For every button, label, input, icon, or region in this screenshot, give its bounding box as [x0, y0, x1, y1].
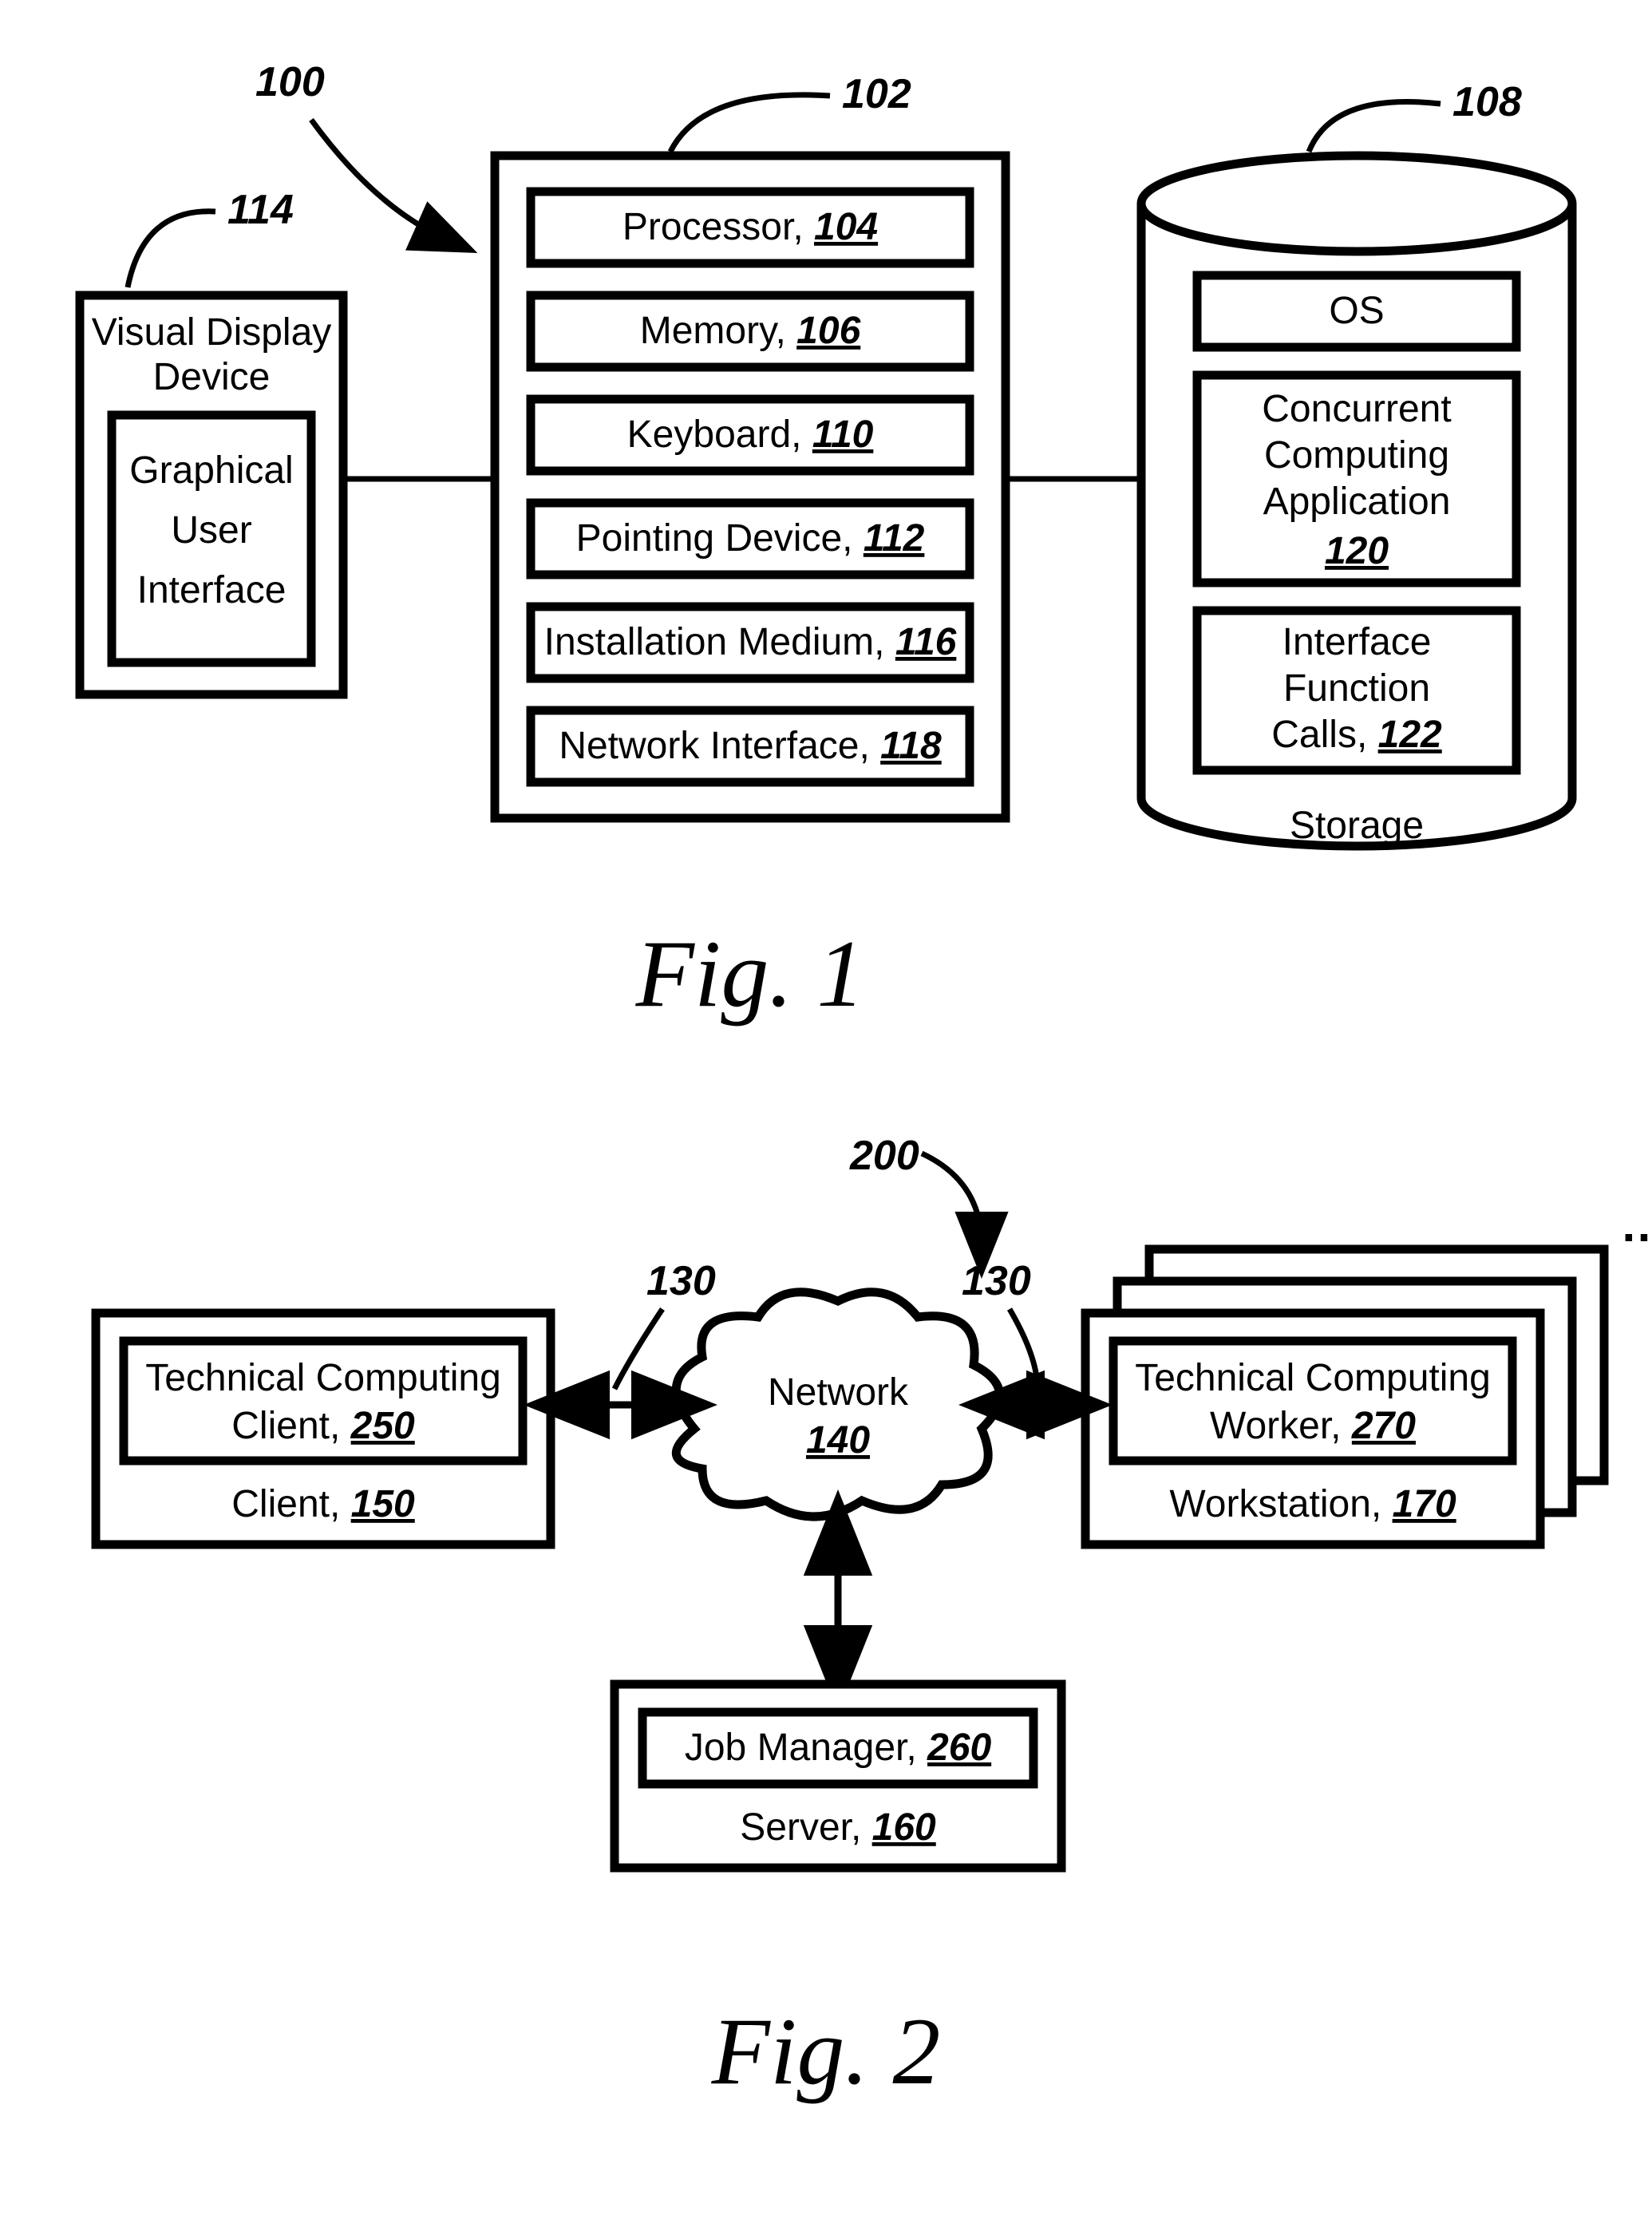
- ref-200-arrow: [922, 1153, 982, 1245]
- ref-100: 100: [255, 59, 325, 105]
- worker-outer-num: 170: [1393, 1483, 1456, 1525]
- svg-text:Pointing Device, 112: Pointing Device, 112: [576, 517, 925, 560]
- ref-100-arrow: [311, 120, 447, 239]
- client-outer-num: 150: [351, 1483, 415, 1525]
- svg-text:Job Manager, 260: Job Manager, 260: [685, 1727, 992, 1769]
- svg-text:Keyboard, 110: Keyboard, 110: [627, 413, 874, 456]
- svg-text:Memory, 106: Memory, 106: [640, 310, 861, 352]
- display-block: Visual Display Device Graphical User Int…: [80, 295, 343, 694]
- storage-item-1-l0: Concurrent: [1262, 388, 1451, 430]
- svg-text:Client, 150: Client, 150: [231, 1483, 415, 1525]
- ref-114-leader: [128, 212, 215, 287]
- svg-text:Worker, 270: Worker, 270: [1210, 1405, 1416, 1447]
- server-inner-num: 260: [927, 1727, 991, 1769]
- computer-item-4-label: Installation Medium,: [544, 621, 895, 663]
- ref-102-leader: [670, 95, 830, 152]
- computer-item-4: Installation Medium, 116: [531, 607, 970, 678]
- svg-text:Installation Medium, 116: Installation Medium, 116: [544, 621, 957, 663]
- server-outer-num: 160: [872, 1806, 936, 1849]
- ref-130-left: 130: [646, 1258, 716, 1304]
- ref-108: 108: [1452, 79, 1522, 125]
- client-block: Technical Computing Client, 250 Client, …: [96, 1313, 551, 1545]
- computer-item-2: Keyboard, 110: [531, 399, 970, 471]
- svg-text:Client, 250: Client, 250: [231, 1405, 415, 1447]
- storage-item-2-l0: Interface: [1282, 621, 1432, 663]
- network-cloud: Network 140: [676, 1292, 999, 1517]
- client-outer-label: Client,: [231, 1483, 350, 1525]
- storage-item-0-l0: OS: [1329, 290, 1384, 332]
- ref-108-leader: [1309, 102, 1441, 152]
- computer-item-5-label: Network Interface,: [559, 725, 880, 767]
- storage-caption: Storage: [1290, 805, 1424, 847]
- worker-inner-num: 270: [1351, 1405, 1416, 1447]
- gui-l1: Graphical: [129, 449, 293, 492]
- worker-inner-l2: Worker,: [1210, 1405, 1352, 1447]
- fig1-caption: Fig. 1: [635, 920, 865, 1026]
- storage-item-1-num: 120: [1325, 530, 1389, 572]
- computer-block: Processor, 104 Memory, 106 Keyboard, 110…: [495, 156, 1006, 818]
- fig2-caption: Fig. 2: [711, 1998, 941, 2104]
- computer-item-2-num: 110: [812, 413, 874, 456]
- computer-item-0-num: 104: [814, 206, 878, 248]
- ref-114: 114: [227, 187, 294, 233]
- computer-item-1: Memory, 106: [531, 295, 970, 367]
- computer-item-3: Pointing Device, 112: [531, 503, 970, 575]
- svg-text:Network Interface, 118: Network Interface, 118: [559, 725, 942, 767]
- svg-text:Workstation, 170: Workstation, 170: [1169, 1483, 1456, 1525]
- svg-text:Calls, 122: Calls, 122: [1271, 714, 1442, 756]
- storage-item-2-l1: Function: [1283, 667, 1430, 710]
- computer-item-5-num: 118: [880, 725, 942, 767]
- computer-item-0-label: Processor,: [622, 206, 814, 248]
- diagram-canvas: 100 102 108 114 Visual Display Device Gr…: [0, 0, 1652, 2227]
- computer-item-5: Network Interface, 118: [531, 710, 970, 782]
- worker-block: Technical Computing Worker, 270 Workstat…: [1085, 1313, 1540, 1545]
- ref-200: 200: [849, 1133, 919, 1179]
- ref-102: 102: [842, 71, 911, 117]
- gui-l3: Interface: [137, 569, 287, 611]
- storage-block: Storage OS Concurrent Computing Applicat…: [1141, 156, 1572, 847]
- storage-item-1-l1: Computing: [1264, 434, 1449, 477]
- network-label: Network: [768, 1371, 909, 1414]
- gui-l2: User: [171, 509, 251, 552]
- computer-item-2-label: Keyboard,: [627, 413, 812, 456]
- figure-2: 200 … Technical Computing Worker, 270 Wo…: [96, 1133, 1652, 2104]
- computer-item-0: Processor, 104: [531, 192, 970, 263]
- computer-item-3-num: 112: [864, 517, 925, 560]
- storage-item-1-l2: Application: [1263, 481, 1451, 523]
- network-num: 140: [806, 1419, 870, 1462]
- worker-ellipsis: …: [1620, 1198, 1652, 1252]
- ref-130-right: 130: [962, 1258, 1031, 1304]
- client-inner-l2: Client,: [231, 1405, 350, 1447]
- svg-text:Processor, 104: Processor, 104: [622, 206, 878, 248]
- server-outer-label: Server,: [740, 1806, 871, 1849]
- server-inner-label: Job Manager,: [685, 1727, 927, 1769]
- display-title-l1: Visual Display: [92, 311, 332, 354]
- display-title-l2: Device: [153, 356, 271, 398]
- computer-item-3-label: Pointing Device,: [576, 517, 864, 560]
- worker-inner-l1: Technical Computing: [1135, 1357, 1491, 1399]
- svg-text:Server, 160: Server, 160: [740, 1806, 936, 1849]
- ref-130-left-leader: [615, 1309, 662, 1389]
- client-inner-l1: Technical Computing: [145, 1357, 501, 1399]
- computer-item-1-num: 106: [796, 310, 860, 352]
- worker-outer-label: Workstation,: [1169, 1483, 1392, 1525]
- client-inner-num: 250: [350, 1405, 415, 1447]
- figure-1: 100 102 108 114 Visual Display Device Gr…: [80, 59, 1572, 1026]
- ref-130-right-leader: [1010, 1309, 1037, 1389]
- computer-item-4-num: 116: [895, 621, 957, 663]
- computer-item-1-label: Memory,: [640, 310, 796, 352]
- storage-item-2-l2: Calls,: [1271, 714, 1377, 756]
- storage-item-2-num: 122: [1378, 714, 1442, 756]
- server-block: Job Manager, 260 Server, 160: [615, 1684, 1061, 1868]
